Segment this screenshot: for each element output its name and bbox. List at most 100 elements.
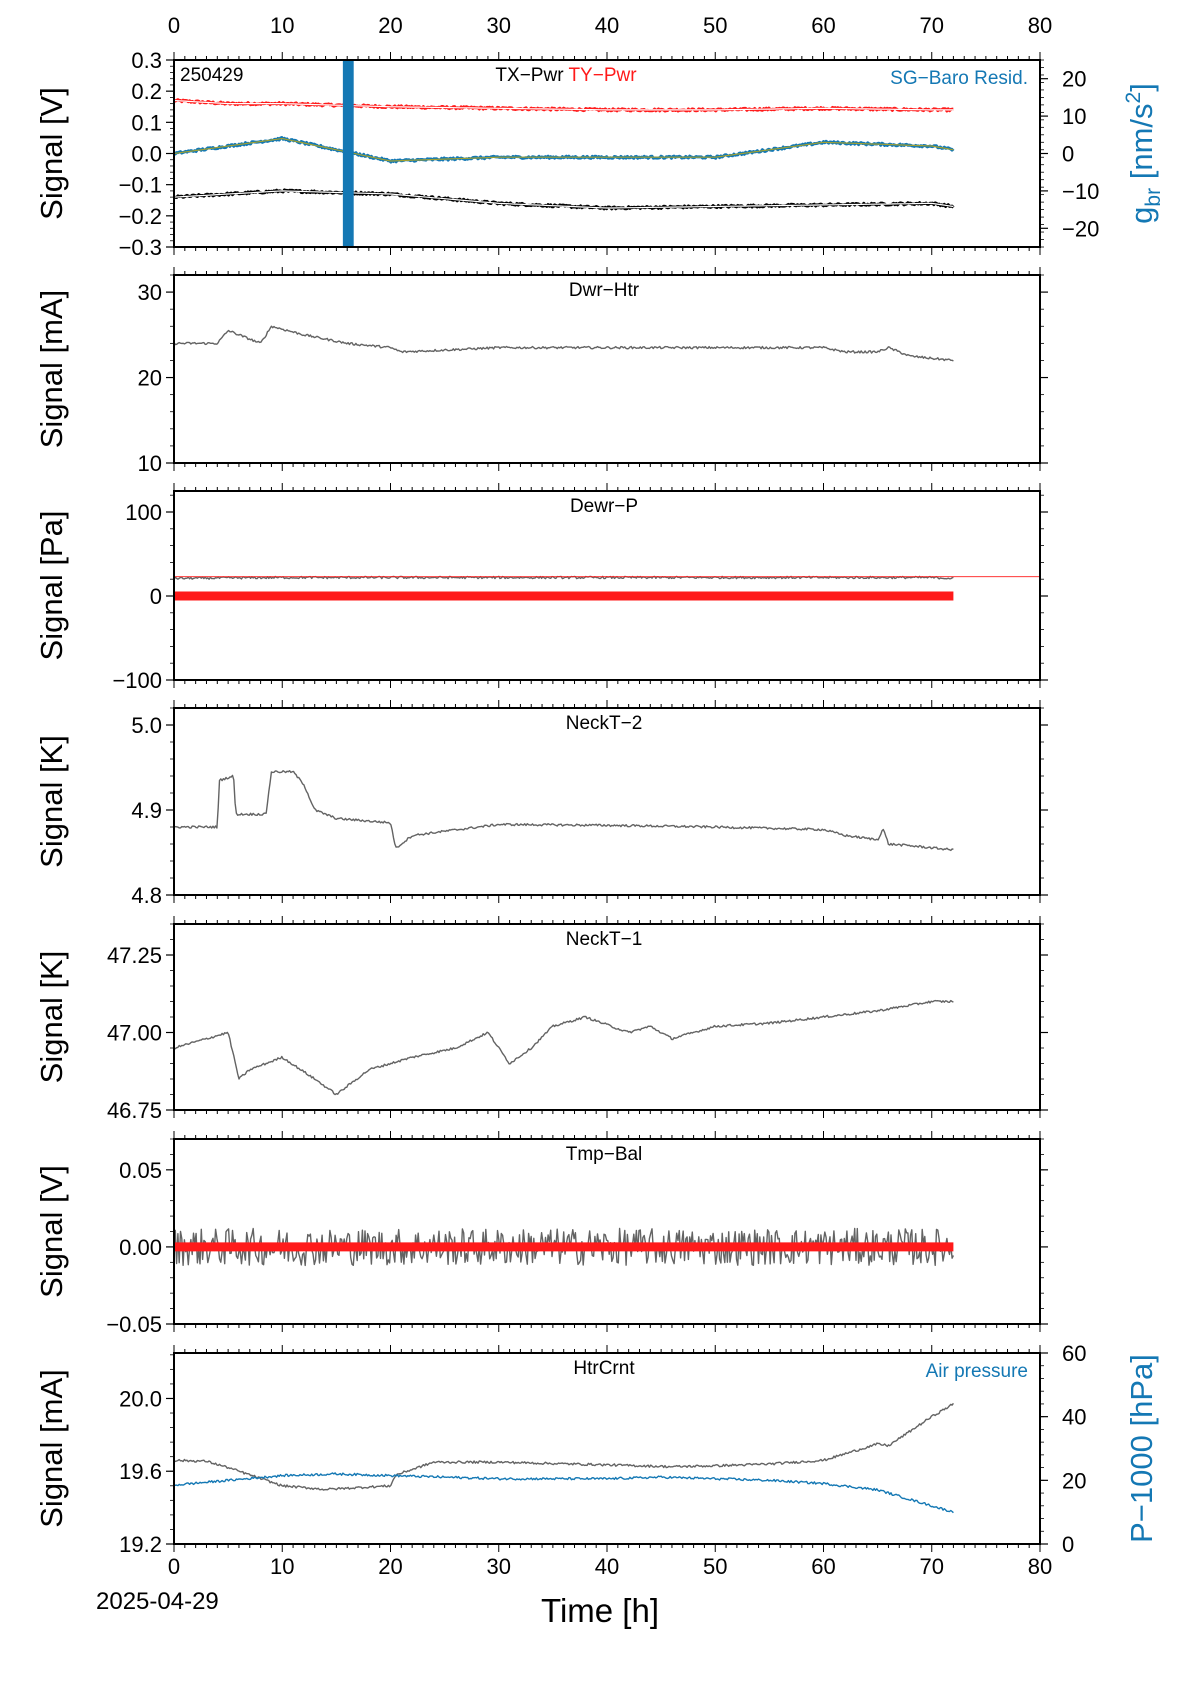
panel-frame: [173, 490, 1041, 681]
date-label: 2025-04-29: [96, 1588, 219, 1615]
y-axis-title: Signal [V]: [34, 87, 69, 220]
title-part-tx: TX−Pwr: [495, 65, 568, 86]
x-tick-label-top: 40: [595, 13, 619, 38]
plot-area: [174, 1402, 954, 1514]
y2-axis-title: P−1000 [hPa]: [1124, 1354, 1159, 1543]
y-tick-label: −100: [112, 668, 162, 693]
y-tick-label: 0.05: [119, 1158, 162, 1183]
panel-title: Tmp−Bal: [566, 1144, 643, 1165]
panel-tx-pwr: −0.3 −0.2 −0.1 0.0 0.1 0.2 0.3 −20 −10 0 10 20 Signa…: [34, 48, 1165, 260]
y2-title-part: [nm/s: [1124, 103, 1159, 187]
title-part-ty: TY−Pwr: [568, 65, 637, 86]
y-tick-label: 30: [138, 280, 162, 305]
y-tick-label: 0: [150, 584, 162, 609]
y-tick-label: 4.9: [131, 798, 162, 823]
panel-frame: [173, 923, 1041, 1111]
y-tick-label: 19.2: [119, 1532, 162, 1557]
y-axis-title: Signal [V]: [34, 1165, 69, 1298]
y2-tick-label: 0: [1062, 1532, 1074, 1557]
y2-tick-label: 60: [1062, 1341, 1086, 1366]
y-tick-label: −0.3: [119, 235, 162, 260]
x-tick-label-bottom: 70: [920, 1554, 944, 1579]
x-tick-label-bottom: 80: [1028, 1554, 1052, 1579]
panel-neckt-2: 4.8 4.9 5.0 Signal [K] NeckT−2: [34, 700, 1048, 908]
x-tick-label-top: 30: [487, 13, 511, 38]
y-tick-label: 0.2: [131, 79, 162, 104]
y2-title-part: br: [1142, 188, 1165, 207]
x-tick-label-bottom: 30: [487, 1554, 511, 1579]
x-tick-label-top: 20: [378, 13, 402, 38]
y2-tick-label: 40: [1062, 1405, 1086, 1430]
plot-area: [174, 60, 955, 247]
panel-tmp-bal: −0.05 0.00 0.05 Signal [V] Tmp−Bal: [34, 1131, 1048, 1337]
right-legend: SG−Baro Resid.: [890, 68, 1028, 89]
panel-title: NeckT−2: [566, 713, 643, 734]
panel-title: NeckT−1: [566, 929, 643, 950]
panel-frame: [173, 1352, 1041, 1545]
plot-area: [174, 575, 1040, 601]
y2-axis-title: gbr [nm/s2]: [1122, 83, 1165, 224]
x-axis-title: Time [h]: [541, 1592, 659, 1629]
series-center-0: [174, 99, 954, 111]
series-line-htrcrnt-0: [174, 1402, 954, 1491]
y2-title-part: ]: [1124, 83, 1159, 92]
y-tick-label: 10: [138, 451, 162, 476]
series-line-htrcrnt-1: [174, 1472, 954, 1514]
x-tick-label-bottom: 10: [270, 1554, 294, 1579]
plot-area: [174, 325, 954, 362]
panel-frame: [173, 707, 1041, 896]
y2-tick-label: −20: [1062, 216, 1099, 241]
panel-title: Dwr−Htr: [569, 280, 640, 301]
y-tick-label: 4.8: [131, 883, 162, 908]
x-tick-label-bottom: 40: [595, 1554, 619, 1579]
y2-tick-label: −10: [1062, 179, 1099, 204]
y-axis-title: Signal [K]: [34, 735, 69, 868]
y2-title-part: g: [1124, 207, 1159, 224]
panel-title: HtrCrnt: [573, 1358, 635, 1379]
series-line-neckt-2-0: [174, 770, 954, 852]
series-center-1: [174, 190, 954, 209]
sg-burst: [342, 60, 354, 247]
y-tick-label: 5.0: [131, 713, 162, 738]
x-tick-label-bottom: 50: [703, 1554, 727, 1579]
panel-stamp: 250429: [180, 65, 243, 86]
series-line-dewr-p-0: [174, 575, 954, 580]
y-tick-label: 20: [138, 366, 162, 391]
y2-tick-label: 0: [1062, 142, 1074, 167]
panel-htrcrnt: 19.2 19.6 20.0 0 20 40 60 Signal [mA] P−1000 [hP…: [34, 1341, 1159, 1557]
y-tick-label: 19.6: [119, 1459, 162, 1484]
plot-area: [174, 770, 954, 852]
series-line-neckt-1-0: [174, 999, 954, 1096]
y2-title-part: 2: [1122, 92, 1145, 104]
x-tick-label-bottom: 0: [168, 1554, 180, 1579]
panel-neckt-1: 46.75 47.00 47.25 Signal [K] NeckT−1: [34, 916, 1048, 1123]
x-tick-label-bottom: 60: [811, 1554, 835, 1579]
y-tick-label: −0.05: [106, 1312, 162, 1337]
plot-area: [174, 999, 954, 1096]
y-tick-label: 47.25: [107, 943, 162, 968]
x-tick-label-bottom: 20: [378, 1554, 402, 1579]
x-tick-label-top: 70: [920, 13, 944, 38]
x-tick-label-top: 80: [1028, 13, 1052, 38]
y-tick-label: 0.1: [131, 110, 162, 135]
x-tick-label-top: 0: [168, 13, 180, 38]
panel-title: TX−Pwr TY−Pwr: [495, 65, 637, 86]
y-tick-label: 0.3: [131, 48, 162, 73]
panel-frame: [173, 274, 1041, 464]
series-line-tmp-bal-0: [174, 1227, 955, 1267]
y-tick-label: 20.0: [119, 1386, 162, 1411]
y2-tick-label: 20: [1062, 1468, 1086, 1493]
y-tick-label: 100: [125, 500, 162, 525]
x-tick-label-top: 50: [703, 13, 727, 38]
panel-title: Dewr−P: [570, 496, 638, 517]
x-tick-label-top: 10: [270, 13, 294, 38]
y-tick-label: 0.00: [119, 1235, 162, 1260]
series-line-tx-pwr-2: [174, 136, 955, 164]
y-tick-label: −0.2: [119, 204, 162, 229]
y-axis-title: Signal [K]: [34, 951, 69, 1084]
plot-area: [174, 1227, 957, 1267]
y-tick-label: 47.00: [107, 1021, 162, 1046]
panel-dewr-p: −100 0 100 Signal [Pa] Dewr−P: [34, 483, 1048, 693]
